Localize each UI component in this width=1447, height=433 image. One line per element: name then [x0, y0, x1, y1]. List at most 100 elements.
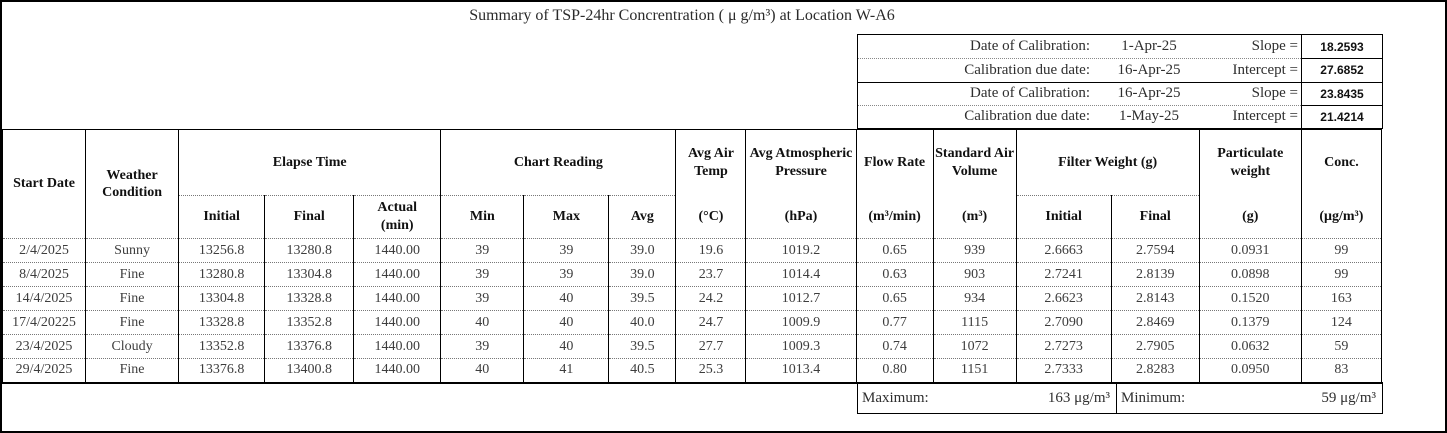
cell: 1012.7 [745, 286, 857, 311]
cell: 39 [440, 286, 525, 311]
calibration-param-label: Intercept = [1232, 108, 1298, 125]
header-std-air-volume-unit: (m³) [962, 208, 988, 224]
calibration-label: Date of Calibration: [970, 85, 1090, 102]
cell: 0.0898 [1198, 262, 1302, 287]
cell: 13304.8 [178, 286, 266, 311]
cell: 13280.8 [264, 238, 355, 263]
table-row: 14/4/2025 Fine 13304.8 13328.8 1440.00 39 40 39… [2, 286, 1383, 311]
cell: Fine [85, 262, 180, 287]
cell: 1072 [932, 334, 1017, 359]
cell: 2.7333 [1015, 358, 1112, 383]
cell: 83 [1300, 358, 1383, 383]
calibration-param-label: Slope = [1251, 38, 1298, 55]
header-avg-air-temp: Avg Air Temp (°C) [675, 129, 747, 239]
calibration-param-label: Intercept = [1232, 61, 1298, 78]
cell: 1151 [932, 358, 1017, 383]
table-row: 23/4/2025 Cloudy 13352.8 13376.8 1440.00 39 40… [2, 334, 1383, 359]
minimum-label: Minimum: [1121, 389, 1186, 406]
intercept-value: 21.4214 [1302, 104, 1382, 128]
cell: 2.6663 [1015, 238, 1112, 263]
calibration-row: Date of Calibration: 1-Apr-25 Slope = [858, 35, 1301, 58]
calibration-param-label: Slope = [1251, 85, 1298, 102]
cell: 99 [1300, 262, 1383, 287]
cell: 2.7594 [1110, 238, 1200, 263]
cell: 1014.4 [745, 262, 857, 287]
header-particulate-weight: Particulate weight (g) [1198, 129, 1302, 239]
cell: 40 [440, 310, 525, 335]
maximum-value: 163 μg/m³ [1047, 389, 1110, 406]
cell: 0.63 [855, 262, 934, 287]
table-row: 17/4/20225 Fine 13328.8 13352.8 1440.00 40 40 4… [2, 310, 1383, 335]
cell: 40 [523, 334, 610, 359]
header-elapse-time: Elapse Time [178, 129, 442, 196]
cell: 934 [932, 286, 1017, 311]
cell: 939 [932, 238, 1017, 263]
cell: 2.8469 [1110, 310, 1200, 335]
cell: 2.8283 [1110, 358, 1200, 383]
page-title: Summary of TSP-24hr Concrentration ( μ g… [469, 7, 895, 24]
calibration-values-column: 18.2593 27.6852 23.8435 21.4214 [1301, 34, 1383, 129]
cell: 23.7 [675, 262, 747, 287]
header-chart-avg: Avg [608, 194, 677, 240]
cell: 25.3 [675, 358, 747, 383]
cell: 40 [523, 286, 610, 311]
minimum-value: 59 μg/m³ [1321, 389, 1376, 406]
cell: 0.0632 [1198, 334, 1302, 359]
cell: 0.74 [855, 334, 934, 359]
cell: 0.1379 [1198, 310, 1302, 335]
cell: Cloudy [85, 334, 180, 359]
cell: Fine [85, 358, 180, 383]
cell: 163 [1300, 286, 1383, 311]
slope-value: 18.2593 [1320, 39, 1364, 54]
header-chart-reading: Chart Reading [440, 129, 677, 196]
cell: 2.7090 [1015, 310, 1112, 335]
cell: 13352.8 [178, 334, 266, 359]
cell: 0.1520 [1198, 286, 1302, 311]
header-elapse-initial: Initial [178, 194, 266, 240]
cell: 1440.00 [353, 358, 442, 383]
header-avg-pressure-unit: (hPa) [784, 208, 818, 224]
header-conc-label: Conc. [1324, 154, 1359, 170]
header-particulate-weight-unit: (g) [1242, 208, 1259, 224]
cell: 13352.8 [264, 310, 355, 335]
cell: 40 [440, 358, 525, 383]
header-start-date: Start Date [2, 129, 87, 239]
header-avg-pressure-label: Avg Atmospheric Pressure [749, 146, 853, 179]
calibration-row: Date of Calibration: 16-Apr-25 Slope = [858, 81, 1301, 105]
header-elapse-actual-unit: (min) [380, 217, 414, 233]
cell: 24.2 [675, 286, 747, 311]
table-row: 29/4/2025 Fine 13376.8 13400.8 1440.00 40 41 40… [2, 358, 1383, 383]
cell: 13280.8 [178, 262, 266, 287]
cell: 39.5 [608, 286, 677, 311]
cell: 40.5 [608, 358, 677, 383]
calibration-row: Calibration due date: 1-May-25 Intercept… [858, 104, 1301, 128]
cell: 29/4/2025 [2, 358, 87, 383]
calibration-label: Calibration due date: [964, 108, 1090, 125]
slope-value: 23.8435 [1302, 81, 1382, 105]
cell: 13256.8 [178, 238, 266, 263]
table-row: 8/4/2025 Fine 13280.8 13304.8 1440.00 39 39 39.… [2, 262, 1383, 287]
cell: 2.7273 [1015, 334, 1112, 359]
header-avg-air-temp-label: Avg Air Temp [687, 146, 734, 179]
cell: 0.65 [855, 238, 934, 263]
header-conc-unit: (μg/m³) [1319, 208, 1364, 224]
header-elapse-final: Final [264, 194, 355, 240]
cell: 99 [1300, 238, 1383, 263]
cell: 39 [440, 238, 525, 263]
cell: 1440.00 [353, 310, 442, 335]
calibration-box: Date of Calibration: 1-Apr-25 Slope = Ca… [857, 34, 1302, 129]
cell: 1440.00 [353, 262, 442, 287]
cell: 39.0 [608, 238, 677, 263]
cell: 124 [1300, 310, 1383, 335]
calibration-date: 16-Apr-25 [1117, 61, 1181, 78]
header-standard-air-volume: Standard Air Volume (m³) [932, 129, 1017, 239]
cell: 2.8139 [1110, 262, 1200, 287]
cell: 14/4/2025 [2, 286, 87, 311]
cell: 0.77 [855, 310, 934, 335]
header-flow-rate: Flow Rate (m³/min) [855, 129, 934, 239]
cell: 1115 [932, 310, 1017, 335]
cell: 27.7 [675, 334, 747, 359]
cell: 0.0931 [1198, 238, 1302, 263]
cell: Fine [85, 310, 180, 335]
cell: 39 [523, 262, 610, 287]
